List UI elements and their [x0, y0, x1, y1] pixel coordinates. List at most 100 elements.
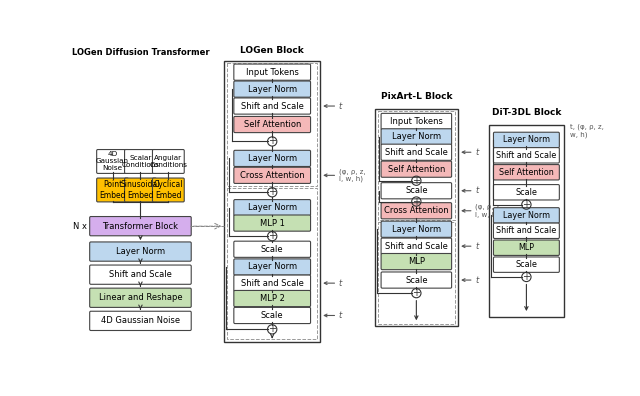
FancyBboxPatch shape [234, 98, 310, 114]
Bar [227, 188, 317, 339]
Text: t: t [339, 311, 342, 320]
Text: PixArt-L Block: PixArt-L Block [381, 92, 452, 101]
Text: Cross Attention: Cross Attention [384, 206, 449, 215]
Text: t: t [339, 279, 342, 287]
Bar [224, 61, 320, 342]
FancyBboxPatch shape [493, 185, 559, 200]
Text: Scale: Scale [405, 276, 428, 285]
Text: Layer Norm: Layer Norm [503, 135, 550, 145]
FancyBboxPatch shape [234, 275, 310, 291]
Text: Linear and Reshape: Linear and Reshape [99, 293, 182, 302]
FancyBboxPatch shape [381, 253, 452, 270]
Text: Self Attention: Self Attention [243, 120, 301, 129]
FancyBboxPatch shape [493, 165, 559, 180]
Text: Layer Norm: Layer Norm [248, 85, 297, 93]
Text: MLP: MLP [518, 243, 534, 252]
Text: Input Tokens: Input Tokens [390, 117, 443, 126]
FancyBboxPatch shape [493, 132, 559, 148]
FancyBboxPatch shape [152, 150, 184, 173]
FancyBboxPatch shape [381, 161, 452, 177]
FancyBboxPatch shape [381, 272, 452, 288]
FancyBboxPatch shape [234, 81, 310, 97]
Text: +: + [412, 176, 420, 186]
Text: +: + [522, 200, 531, 209]
FancyBboxPatch shape [234, 167, 310, 183]
Text: Layer Norm: Layer Norm [392, 132, 441, 141]
Text: (φ, ρ, z,
l, w, h): (φ, ρ, z, l, w, h) [339, 168, 365, 182]
Text: Sinusoidal
Embed: Sinusoidal Embed [121, 180, 160, 200]
Text: +: + [268, 231, 276, 241]
Text: +: + [268, 324, 276, 334]
Text: t: t [476, 148, 479, 157]
Text: Shift and Scale: Shift and Scale [496, 151, 557, 160]
Text: MLP: MLP [408, 257, 425, 266]
Text: +: + [412, 288, 420, 298]
Text: Scale: Scale [261, 311, 284, 320]
Text: Shift and Scale: Shift and Scale [109, 270, 172, 279]
Text: LOGen Diffusion Transformer: LOGen Diffusion Transformer [72, 48, 209, 57]
Text: +: + [268, 187, 276, 197]
FancyBboxPatch shape [493, 240, 559, 255]
FancyBboxPatch shape [234, 259, 310, 275]
FancyBboxPatch shape [234, 64, 310, 80]
Text: t, (φ, ρ, z,
w, h): t, (φ, ρ, z, w, h) [570, 124, 604, 138]
FancyBboxPatch shape [90, 265, 191, 284]
Text: Point
Embed: Point Embed [99, 180, 126, 200]
FancyBboxPatch shape [234, 150, 310, 166]
Text: Layer Norm: Layer Norm [503, 211, 550, 220]
FancyBboxPatch shape [234, 116, 310, 133]
FancyBboxPatch shape [493, 223, 559, 238]
FancyBboxPatch shape [125, 178, 156, 202]
FancyBboxPatch shape [97, 178, 129, 202]
FancyBboxPatch shape [381, 221, 452, 237]
FancyBboxPatch shape [381, 144, 452, 160]
FancyBboxPatch shape [493, 257, 559, 272]
Text: Shift and Scale: Shift and Scale [385, 242, 448, 251]
FancyBboxPatch shape [90, 217, 191, 236]
Text: +: + [268, 137, 276, 147]
Text: 4D Gaussian Noise: 4D Gaussian Noise [101, 316, 180, 326]
FancyBboxPatch shape [234, 215, 310, 231]
Text: MLP 1: MLP 1 [260, 219, 285, 228]
FancyBboxPatch shape [381, 183, 452, 199]
Text: Cyclical
Embed: Cyclical Embed [154, 180, 183, 200]
Text: Angular
Conditions: Angular Conditions [149, 155, 188, 168]
FancyBboxPatch shape [493, 208, 559, 223]
Text: Scale: Scale [515, 260, 538, 269]
Text: (φ, ρ, z,
l, w, h): (φ, ρ, z, l, w, h) [476, 204, 502, 218]
FancyBboxPatch shape [90, 288, 191, 307]
Text: Layer Norm: Layer Norm [116, 247, 165, 256]
Text: DiT-3DL Block: DiT-3DL Block [492, 108, 561, 117]
FancyBboxPatch shape [234, 290, 310, 307]
FancyBboxPatch shape [234, 241, 310, 257]
Text: t: t [476, 242, 479, 251]
Text: t: t [339, 101, 342, 110]
FancyBboxPatch shape [381, 129, 452, 145]
Text: Layer Norm: Layer Norm [248, 263, 297, 272]
Text: N x: N x [73, 222, 87, 230]
FancyBboxPatch shape [97, 150, 129, 173]
FancyBboxPatch shape [234, 200, 310, 216]
FancyBboxPatch shape [234, 307, 310, 324]
Text: t: t [476, 186, 479, 195]
Text: Scalar
Conditions: Scalar Conditions [122, 155, 159, 168]
Bar [227, 63, 317, 186]
FancyBboxPatch shape [90, 311, 191, 331]
FancyBboxPatch shape [125, 150, 156, 173]
Text: Self Attention: Self Attention [499, 168, 554, 177]
Text: Layer Norm: Layer Norm [248, 154, 297, 163]
Text: Layer Norm: Layer Norm [392, 225, 441, 234]
Bar [378, 222, 455, 324]
Text: Cross Attention: Cross Attention [240, 171, 305, 180]
FancyBboxPatch shape [381, 113, 452, 129]
Text: Shift and Scale: Shift and Scale [241, 101, 303, 110]
Text: LOGen Block: LOGen Block [241, 46, 304, 55]
Text: +: + [522, 272, 531, 282]
Text: Scale: Scale [515, 188, 538, 197]
FancyBboxPatch shape [152, 178, 184, 202]
Text: +: + [412, 196, 420, 207]
Bar [374, 109, 458, 326]
Text: 4D
Gaussian
Noise: 4D Gaussian Noise [96, 152, 129, 171]
FancyBboxPatch shape [90, 242, 191, 261]
Text: Scale: Scale [405, 186, 428, 195]
